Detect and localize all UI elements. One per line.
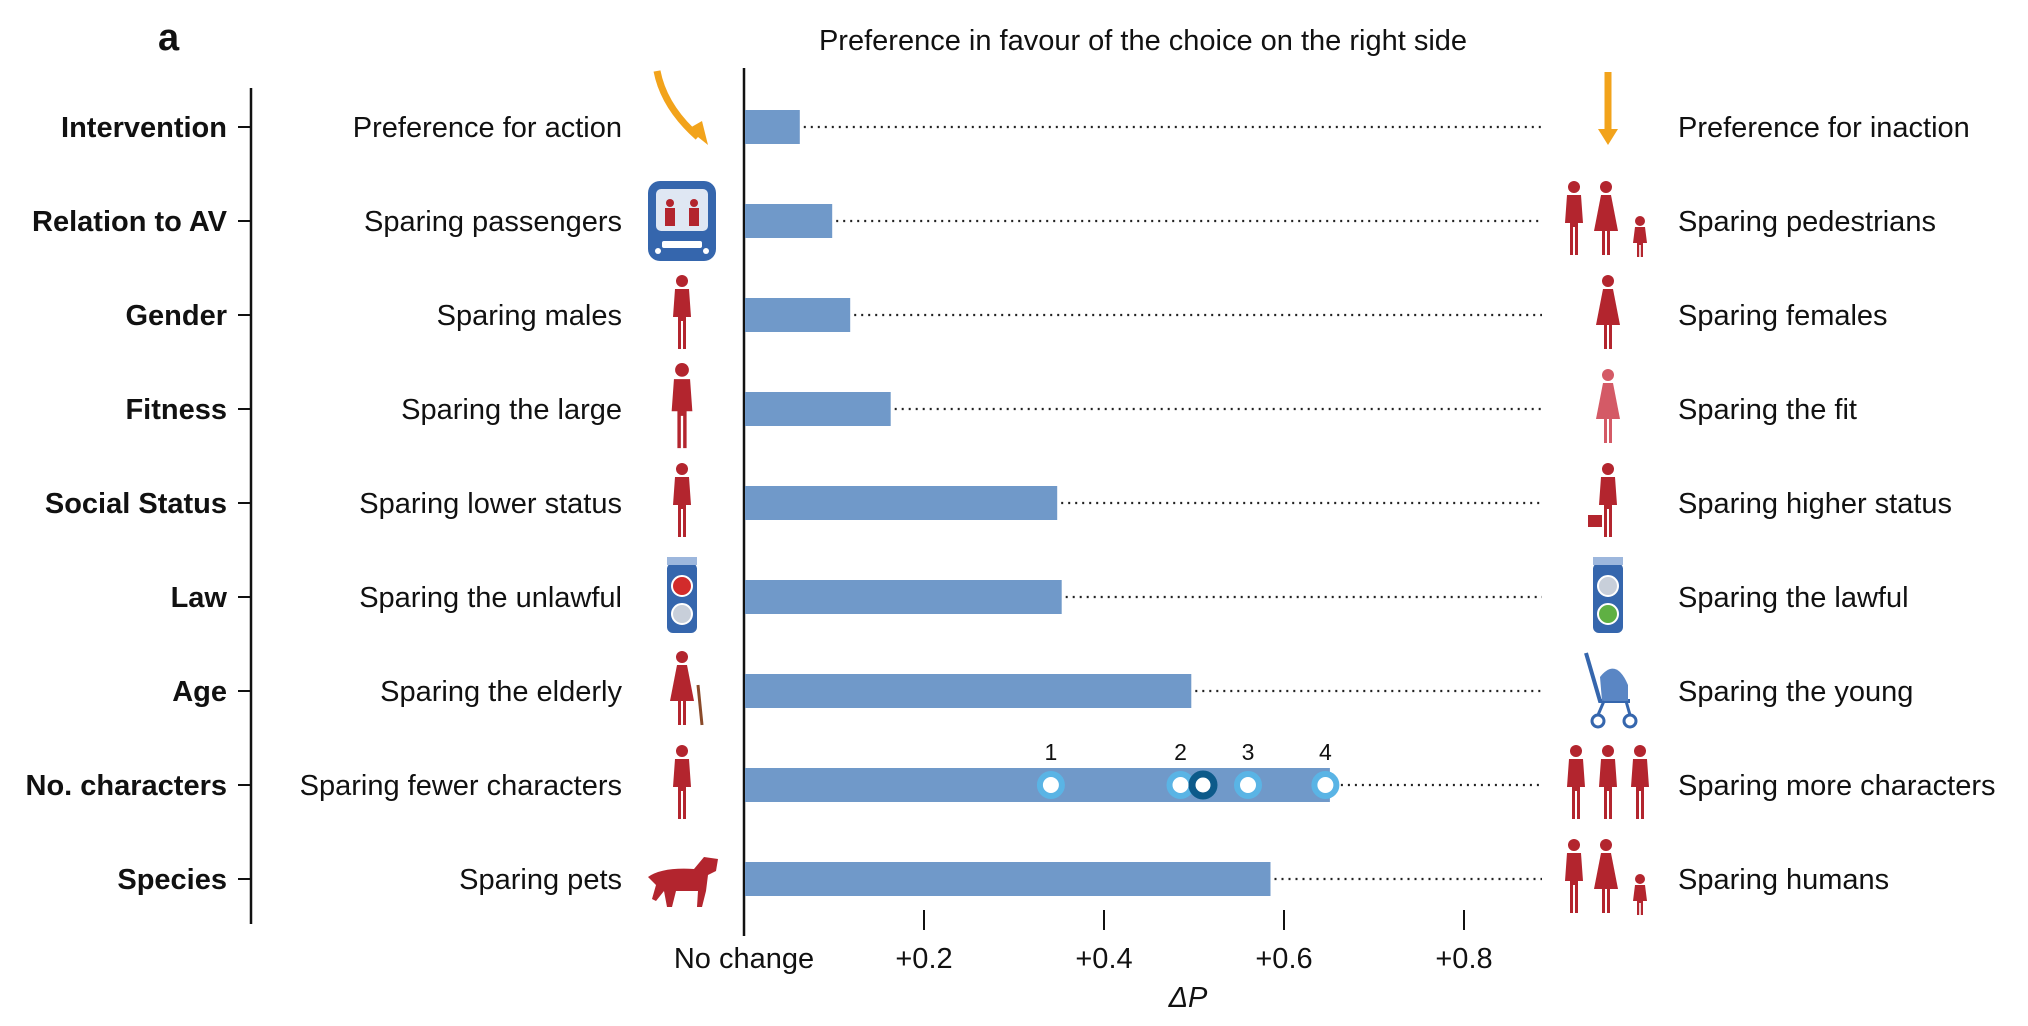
male-figure-icon — [673, 275, 691, 349]
green-walk-light-icon — [1593, 557, 1623, 633]
car-passengers-icon — [648, 181, 716, 261]
category-label-law: Law — [171, 582, 228, 614]
character-point-3 — [1234, 771, 1262, 799]
x-tick-label: +0.4 — [1075, 943, 1132, 975]
left-label-no-characters: Sparing fewer characters — [300, 770, 622, 802]
left-label-gender: Sparing males — [437, 300, 622, 332]
right-label-species: Sparing humans — [1678, 864, 1889, 896]
right-label-intervention: Preference for inaction — [1678, 112, 1970, 144]
bar-age — [745, 674, 1192, 708]
left-label-intervention: Preference for action — [353, 112, 622, 144]
left-label-relation-to-av: Sparing passengers — [364, 206, 622, 238]
category-label-social-status: Social Status — [45, 488, 227, 520]
character-point-label: 3 — [1242, 739, 1255, 765]
bar-species — [745, 862, 1271, 896]
elderly-figure-icon — [670, 651, 704, 726]
left-label-social-status: Sparing lower status — [359, 488, 622, 520]
character-point-label: 4 — [1319, 739, 1332, 765]
bar-fitness — [745, 392, 891, 426]
right-label-fitness: Sparing the fit — [1678, 394, 1857, 426]
x-tick-label: +0.6 — [1255, 943, 1312, 975]
arrow-straight-icon — [1598, 72, 1618, 145]
athlete-figure-icon — [1596, 369, 1620, 443]
bar-gender — [745, 298, 851, 332]
x-tick-label: +0.2 — [895, 943, 952, 975]
right-label-social-status: Sparing higher status — [1678, 488, 1952, 520]
human-group-icon — [1565, 839, 1647, 915]
character-point-4 — [1311, 771, 1340, 799]
x-tick-label: No change — [674, 943, 814, 975]
character-point-label: 1 — [1045, 739, 1058, 765]
left-label-fitness: Sparing the large — [401, 394, 622, 426]
character-point-2 — [1166, 771, 1195, 799]
character-point-label: 2 — [1174, 739, 1187, 765]
bar-relation-to-av — [745, 204, 833, 238]
chart-title: Preference in favour of the choice on th… — [819, 25, 1467, 57]
right-label-gender: Sparing females — [1678, 300, 1888, 332]
right-label-relation-to-av: Sparing pedestrians — [1678, 206, 1936, 238]
executive-figure-icon — [1588, 463, 1617, 537]
bar-law — [745, 580, 1062, 614]
large-figure-icon — [671, 363, 693, 449]
homeless-figure-icon — [673, 463, 691, 537]
three-figures-icon — [1567, 745, 1649, 819]
left-label-age: Sparing the elderly — [380, 676, 622, 708]
panel-label: a — [158, 17, 180, 59]
character-point-1 — [1036, 771, 1065, 799]
red-traffic-light-icon — [667, 557, 697, 633]
character-point-mean — [1188, 770, 1218, 800]
dog-icon — [648, 857, 718, 907]
female-figure-icon — [1596, 275, 1620, 349]
x-axis-label: ΔP — [1168, 982, 1208, 1014]
x-tick-label: +0.8 — [1435, 943, 1492, 975]
category-label-relation-to-av: Relation to AV — [32, 206, 228, 238]
category-label-fitness: Fitness — [125, 394, 227, 426]
left-label-species: Sparing pets — [459, 864, 622, 896]
pedestrian-group-icon — [1565, 181, 1647, 257]
stroller-icon — [1584, 652, 1638, 729]
right-label-age: Sparing the young — [1678, 676, 1913, 708]
single-figure-icon — [673, 745, 691, 819]
category-label-species: Species — [117, 864, 227, 896]
bar-intervention — [745, 110, 800, 144]
right-label-no-characters: Sparing more characters — [1678, 770, 1996, 802]
category-label-gender: Gender — [125, 300, 227, 332]
right-label-law: Sparing the lawful — [1678, 582, 1909, 614]
category-label-intervention: Intervention — [61, 112, 227, 144]
arrow-swerve-icon — [653, 70, 708, 145]
left-label-law: Sparing the unlawful — [359, 582, 622, 614]
category-label-no-characters: No. characters — [26, 770, 228, 802]
category-label-age: Age — [172, 676, 227, 708]
bar-social-status — [745, 486, 1058, 520]
